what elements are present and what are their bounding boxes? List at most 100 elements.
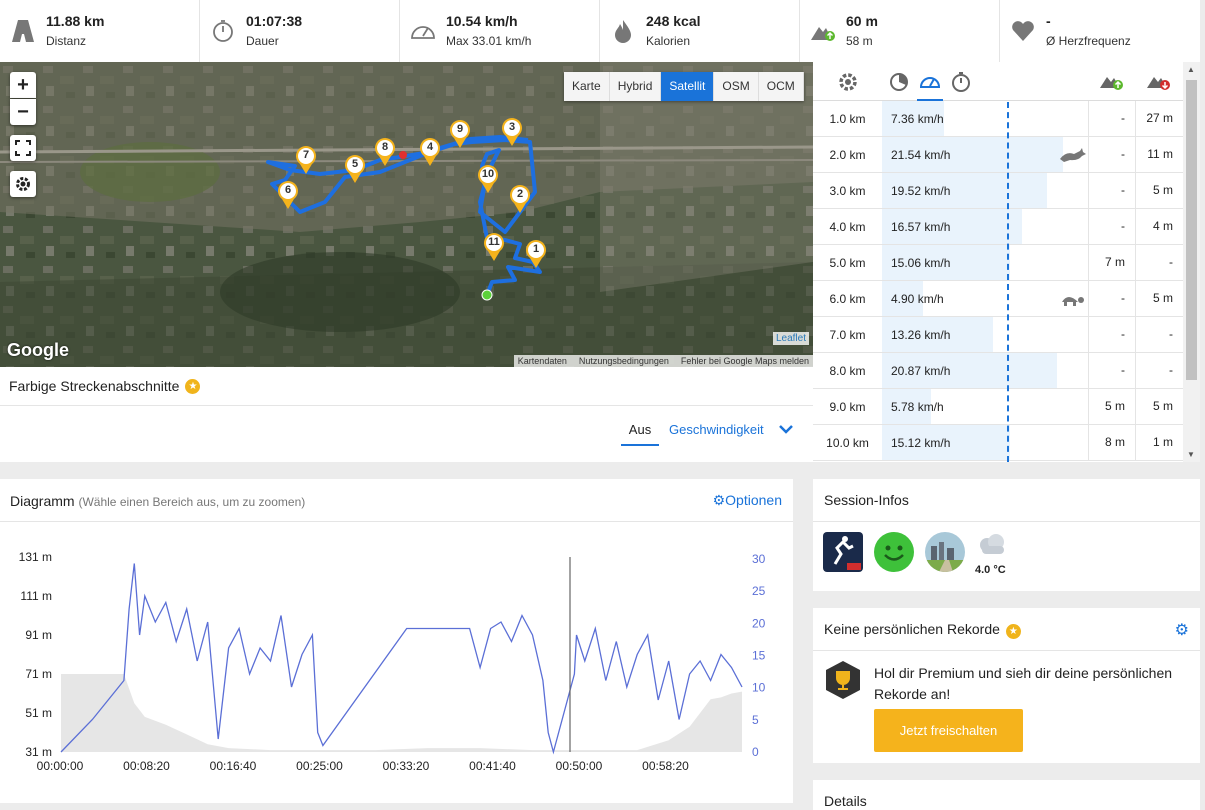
fullscreen-icon[interactable] (10, 135, 36, 161)
elevation-icon (810, 18, 836, 44)
stat-4: 60 m 58 m (800, 0, 1000, 62)
route-marker-5[interactable]: 5 (344, 154, 366, 184)
stat-label: 58 m (846, 34, 873, 48)
split-speed: 7.36 km/h (891, 112, 944, 126)
split-speed-bar (882, 281, 924, 316)
route-marker-7[interactable]: 7 (295, 145, 317, 175)
y-left-tick: 31 m (25, 745, 52, 759)
split-distance: 3.0 km (829, 183, 866, 198)
route-marker-9[interactable]: 9 (449, 119, 471, 149)
split-distance: 8.0 km (829, 363, 866, 378)
stopwatch-icon[interactable] (951, 71, 971, 93)
stat-value: 10.54 km/h (446, 13, 518, 29)
split-descent: 27 m (1135, 101, 1183, 136)
segment-speed-tab[interactable]: Geschwindigkeit (669, 422, 764, 437)
y-right-tick: 20 (752, 616, 766, 630)
split-row: 1.0 km 7.36 km/h -27 m (813, 101, 1200, 137)
records-text-line1: Hol dir Premium und sieh dir deine persö… (874, 665, 1173, 681)
y-right-tick: 10 (752, 681, 766, 695)
road-icon (10, 18, 36, 44)
map-type-hybrid[interactable]: Hybrid (609, 72, 662, 101)
zoom-out-button[interactable]: − (10, 99, 36, 125)
split-speed: 4.90 km/h (891, 292, 944, 306)
route-marker-4[interactable]: 4 (419, 137, 441, 167)
map-attribution: Kartendaten Nutzungsbedingungen Fehler bei… (513, 355, 813, 367)
split-speed-bar (882, 101, 944, 136)
split-descent: 5 m (1135, 389, 1183, 424)
route-marker-1[interactable]: 1 (525, 239, 547, 269)
zoom-in-button[interactable]: + (10, 72, 36, 98)
elevation-speed-chart[interactable]: 131 m 111 m 91 m 71 m 51 m 31 m 30 25 20 15 10 5 0 00… (0, 522, 793, 803)
splits-table: 1.0 km 7.36 km/h -27 m 2.0 km 21.54 km/h -11 … (813, 62, 1200, 462)
split-descent: - (1135, 317, 1183, 352)
route-marker-11[interactable]: 11 (483, 232, 505, 262)
split-distance: 6.0 km (829, 291, 866, 306)
map-type-ocm[interactable]: OCM (758, 72, 804, 101)
attribution-item[interactable]: Nutzungsbedingungen (578, 356, 669, 366)
route-map[interactable]: 1 2 3 4 5 6 7 8 9 10 11 + − Karte Hybrid Satellit OSM… (0, 62, 813, 367)
gear-icon[interactable] (837, 71, 859, 93)
y-left-tick: 131 m (19, 550, 52, 564)
route-marker-10[interactable]: 10 (477, 164, 499, 194)
split-distance: 2.0 km (829, 147, 866, 162)
split-ascent: 7 m (1088, 245, 1135, 280)
attribution-item[interactable]: Fehler bei Google Maps melden (680, 356, 809, 366)
route-marker-label: 1 (532, 243, 540, 255)
route-marker-2[interactable]: 2 (509, 184, 531, 214)
segment-off-tab[interactable]: Aus (621, 422, 659, 446)
map-settings-icon[interactable] (10, 171, 36, 197)
route-marker-3[interactable]: 3 (501, 117, 523, 147)
satellite-imagery (0, 62, 813, 367)
pace-chart-icon[interactable] (889, 72, 909, 92)
split-speed-bar (882, 173, 1047, 208)
split-descent: 4 m (1135, 209, 1183, 244)
flame-icon (610, 18, 636, 44)
speedometer-icon[interactable] (919, 72, 941, 90)
map-type-osm[interactable]: OSM (714, 72, 759, 101)
stat-1: 01:07:38 Dauer (200, 0, 400, 62)
split-speed: 16.57 km/h (891, 220, 951, 234)
split-speed-bar (882, 353, 1058, 388)
x-tick: 00:33:20 (383, 759, 430, 773)
diagram-title: Diagramm (10, 493, 75, 509)
speed-series-line (60, 563, 743, 755)
records-settings-icon[interactable]: ⚙ (1174, 622, 1189, 639)
y-right-tick: 15 (752, 649, 766, 663)
split-ascent: 8 m (1088, 425, 1135, 460)
route-marker-label: 9 (456, 123, 464, 135)
y-left-tick: 91 m (25, 628, 52, 642)
split-speed: 15.06 km/h (891, 256, 951, 270)
map-type-karte[interactable]: Karte (564, 72, 610, 101)
options-button[interactable]: ⚙Optionen (713, 492, 782, 509)
route-marker-8[interactable]: 8 (374, 137, 396, 167)
split-distance: 7.0 km (829, 327, 866, 342)
split-ascent: - (1088, 101, 1135, 136)
split-row: 5.0 km 15.06 km/h 7 m- (813, 245, 1200, 281)
colored-segments-title: Farbige Streckenabschnitte (9, 378, 180, 394)
split-row: 2.0 km 21.54 km/h -11 m (813, 137, 1200, 173)
split-ascent: - (1088, 173, 1135, 208)
unlock-premium-button[interactable]: Jetzt freischalten (874, 709, 1023, 752)
stat-value: 11.88 km (46, 13, 105, 29)
split-ascent: 5 m (1088, 389, 1135, 424)
split-speed: 21.54 km/h (891, 148, 951, 162)
turtle-icon (1062, 297, 1084, 306)
attribution-item[interactable]: Kartendaten (517, 356, 567, 366)
leaflet-link[interactable]: Leaflet (772, 332, 809, 345)
split-descent: 11 m (1135, 137, 1183, 172)
split-speed: 5.78 km/h (891, 400, 944, 414)
speedometer-icon (410, 18, 436, 44)
route-marker-6[interactable]: 6 (277, 180, 299, 210)
premium-star-icon: ★ (185, 378, 201, 394)
split-row: 6.0 km 4.90 km/h -5 m (813, 281, 1200, 317)
map-type-satellit[interactable]: Satellit (661, 72, 715, 101)
split-descent: - (1135, 353, 1183, 388)
ascent-icon (1100, 77, 1123, 90)
split-speed-bar (882, 245, 1010, 280)
split-descent: 5 m (1135, 281, 1183, 316)
y-right-tick: 25 (752, 584, 766, 598)
splits-scrollbar[interactable]: ▲ ▼ (1183, 62, 1200, 462)
split-row: 7.0 km 13.26 km/h - - (813, 317, 1200, 353)
chevron-down-icon[interactable] (778, 424, 794, 436)
session-info-panel: Session-Infos 4.0 °C (813, 479, 1200, 591)
